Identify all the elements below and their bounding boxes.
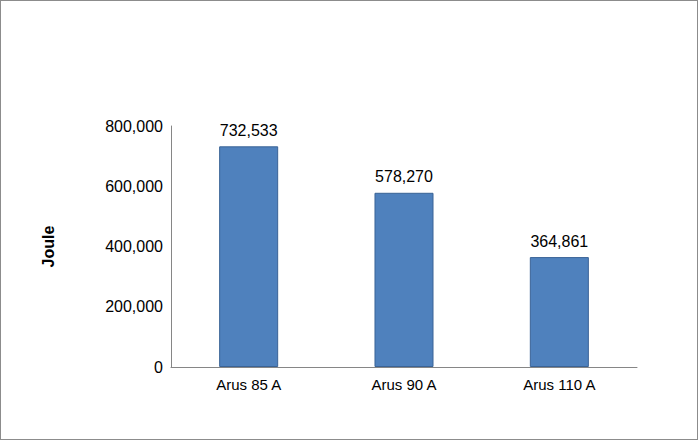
svg-text:364,861: 364,861	[530, 233, 588, 250]
svg-text:Arus 85 A: Arus 85 A	[216, 376, 281, 393]
svg-text:800,000: 800,000	[105, 118, 163, 135]
svg-text:0: 0	[154, 359, 163, 376]
svg-text:Joule: Joule	[40, 226, 57, 268]
svg-text:200,000: 200,000	[105, 298, 163, 315]
svg-text:Arus 90 A: Arus 90 A	[371, 376, 436, 393]
svg-text:400,000: 400,000	[105, 238, 163, 255]
svg-text:732,533: 732,533	[220, 122, 278, 139]
svg-text:578,270: 578,270	[375, 168, 433, 185]
svg-text:600,000: 600,000	[105, 178, 163, 195]
svg-text:Arus 110 A: Arus 110 A	[523, 376, 595, 393]
